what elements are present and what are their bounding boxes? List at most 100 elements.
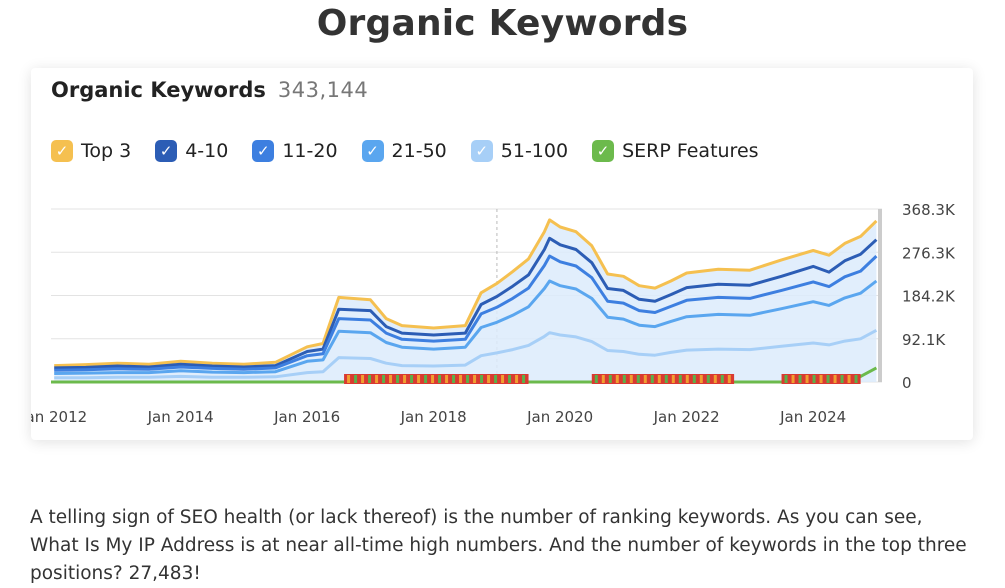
chart-area-fill	[54, 219, 877, 382]
event-marker	[706, 375, 710, 383]
card-title: Organic Keywords	[51, 78, 266, 102]
event-marker	[685, 375, 689, 383]
event-marker	[466, 375, 470, 383]
organic-keywords-card: Organic Keywords 343,144 ✓ Top 3 ✓ 4-10 …	[31, 68, 973, 440]
event-marker	[819, 375, 823, 383]
keywords-total: 343,144	[277, 78, 369, 102]
x-tick-label: Jan 2024	[779, 408, 846, 426]
body-paragraph: A telling sign of SEO health (or lack th…	[30, 507, 967, 584]
event-marker	[417, 375, 421, 383]
x-tick-label: Jan 2020	[526, 408, 593, 426]
event-marker	[396, 375, 400, 383]
event-marker	[643, 375, 647, 383]
legend-item-top3[interactable]: ✓ Top 3	[51, 140, 131, 162]
event-marker	[473, 375, 477, 383]
legend-label: 11-20	[282, 140, 338, 162]
event-marker	[403, 375, 407, 383]
legend-item-21-50[interactable]: ✓ 21-50	[361, 140, 447, 162]
event-marker-strip	[344, 374, 529, 384]
event-marker	[650, 375, 654, 383]
event-marker	[508, 375, 512, 383]
event-marker	[501, 375, 505, 383]
event-marker	[382, 375, 386, 383]
event-marker	[480, 375, 484, 383]
legend-item-11-20[interactable]: ✓ 11-20	[252, 140, 338, 162]
event-marker	[445, 375, 449, 383]
chart-legend: ✓ Top 3 ✓ 4-10 ✓ 11-20 ✓ 21-50 ✓ 51-100 …	[51, 140, 783, 162]
check-icon[interactable]: ✓	[155, 140, 178, 162]
y-tick-label: 276.3K	[902, 244, 956, 262]
series-line-21-50	[54, 279, 878, 375]
event-marker	[515, 375, 519, 383]
series-line-top3	[54, 218, 878, 368]
event-marker	[622, 375, 626, 383]
event-marker	[368, 375, 372, 383]
series-line-51-100	[54, 328, 878, 380]
check-icon[interactable]: ✓	[592, 140, 615, 162]
event-marker	[431, 375, 435, 383]
event-marker	[692, 375, 696, 383]
event-marker	[840, 375, 844, 383]
event-marker	[615, 375, 619, 383]
event-marker	[847, 375, 851, 383]
event-marker	[389, 375, 393, 383]
x-tick-label: Jan 2014	[147, 408, 214, 426]
legend-label: SERP Features	[622, 140, 759, 162]
event-marker	[812, 375, 816, 383]
event-marker	[636, 375, 640, 383]
legend-item-serp-features[interactable]: ✓ SERP Features	[592, 140, 759, 162]
event-marker	[727, 375, 731, 383]
x-tick-label: Jan 2022	[653, 408, 720, 426]
card-header: Organic Keywords 343,144	[51, 78, 368, 106]
event-marker	[452, 375, 456, 383]
event-marker	[629, 375, 633, 383]
event-marker	[494, 375, 498, 383]
x-tick-label: Jan 2012	[31, 408, 87, 426]
event-marker	[805, 375, 809, 383]
check-icon[interactable]: ✓	[470, 140, 493, 162]
event-marker	[699, 375, 703, 383]
event-marker	[438, 375, 442, 383]
event-marker	[826, 375, 830, 383]
legend-label: 21-50	[391, 140, 447, 162]
y-tick-label: 92.1K	[902, 331, 946, 349]
y-tick-label: 368.3K	[902, 201, 956, 219]
event-marker	[720, 375, 724, 383]
check-icon[interactable]: ✓	[361, 140, 384, 162]
y-tick-label: 0	[902, 374, 912, 392]
check-icon[interactable]: ✓	[252, 140, 275, 162]
event-marker	[854, 375, 858, 383]
event-marker	[664, 375, 668, 383]
event-marker	[713, 375, 717, 383]
event-marker	[671, 375, 675, 383]
event-marker	[657, 375, 661, 383]
event-marker	[459, 375, 463, 383]
event-marker	[347, 375, 351, 383]
organic-keywords-chart[interactable]: 368.3K 276.3K 184.2K 92.1K 0 Jan 2012 Jan 2014…	[31, 68, 973, 440]
series-line-4-10	[54, 236, 878, 370]
event-marker	[487, 375, 491, 383]
event-marker	[354, 375, 358, 383]
y-tick-label: 184.2K	[902, 288, 956, 306]
page-title: Organic Keywords	[316, 3, 689, 44]
event-marker	[594, 375, 598, 383]
event-marker	[522, 375, 526, 383]
check-icon[interactable]: ✓	[51, 140, 73, 162]
event-marker	[375, 375, 379, 383]
event-marker-strip	[591, 374, 735, 384]
event-marker	[798, 375, 802, 383]
event-marker	[784, 375, 788, 383]
legend-item-51-100[interactable]: ✓ 51-100	[470, 140, 569, 162]
x-tick-label: Jan 2016	[273, 408, 340, 426]
event-marker	[833, 375, 837, 383]
legend-label: Top 3	[81, 140, 132, 162]
event-marker	[678, 375, 682, 383]
event-marker	[601, 375, 605, 383]
legend-label: 51-100	[500, 140, 569, 162]
series-line-11-20	[54, 254, 878, 372]
event-marker	[424, 375, 428, 383]
legend-item-4-10[interactable]: ✓ 4-10	[155, 140, 228, 162]
x-tick-label: Jan 2018	[400, 408, 467, 426]
legend-label: 4-10	[185, 140, 229, 162]
event-marker	[410, 375, 414, 383]
